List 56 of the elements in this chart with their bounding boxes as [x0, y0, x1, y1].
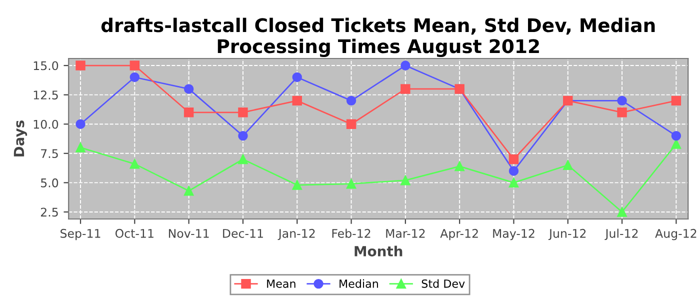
- x-tick-label: May-12: [493, 228, 534, 240]
- point: [617, 207, 627, 217]
- point: [292, 96, 302, 106]
- x-tick-label: Feb-12: [332, 228, 370, 238]
- point: [292, 180, 302, 190]
- y-tick-label: 5.0: [41, 178, 58, 188]
- point: [454, 161, 464, 172]
- x-tick-label: Aug-12: [655, 228, 696, 240]
- point: [346, 178, 356, 189]
- x-axis-title: Month: [354, 246, 402, 256]
- point: [346, 119, 356, 129]
- point: [617, 108, 627, 118]
- point: [130, 159, 140, 169]
- legend-label: Mean: [267, 280, 296, 288]
- y-tick-label: 7.5: [41, 149, 58, 158]
- y-tick-label: 10.0: [34, 120, 58, 129]
- x-tick-label: Sep-11: [60, 228, 100, 240]
- y-axis-title: Days: [14, 120, 28, 156]
- x-tick-label: Apr-12: [440, 228, 478, 240]
- y-tick-label: 15.0: [34, 61, 58, 70]
- legend-label: Std Dev: [422, 279, 465, 288]
- point: [508, 178, 519, 188]
- x-tick-label: Mar-12: [386, 228, 425, 238]
- legend-label: Median: [340, 279, 378, 288]
- point: [76, 119, 86, 129]
- x-tick-label: Nov-11: [168, 229, 209, 238]
- point: [76, 142, 86, 152]
- point: [184, 186, 194, 196]
- point: [563, 160, 573, 170]
- point: [238, 154, 248, 164]
- point: [184, 84, 194, 94]
- point: [671, 130, 682, 141]
- point: [76, 60, 86, 70]
- point: [184, 108, 194, 118]
- y-tick-label: 2.5: [40, 208, 58, 217]
- point: [400, 84, 410, 94]
- point: [508, 166, 519, 176]
- point: [238, 130, 248, 141]
- chart-title: drafts-lastcall Closed Tickets Mean, Std Dev, Median Processing Times August 2012: [101, 18, 655, 58]
- point: [671, 96, 682, 106]
- point: [617, 96, 627, 106]
- y-tick-label: 12.5: [34, 90, 58, 100]
- x-tick-label: Jan-12: [278, 228, 315, 240]
- point: [130, 72, 140, 82]
- x-tick-label: Dec-11: [223, 229, 263, 238]
- point: [671, 139, 682, 149]
- point: [400, 60, 410, 70]
- point: [400, 175, 410, 186]
- point: [130, 60, 140, 70]
- x-tick-label: Jun-12: [548, 228, 586, 240]
- point: [238, 108, 248, 118]
- point: [508, 154, 519, 164]
- x-tick-label: Jul-12: [604, 228, 638, 240]
- point: [292, 72, 302, 82]
- point: [346, 96, 356, 106]
- x-tick-label: Oct-11: [115, 228, 154, 238]
